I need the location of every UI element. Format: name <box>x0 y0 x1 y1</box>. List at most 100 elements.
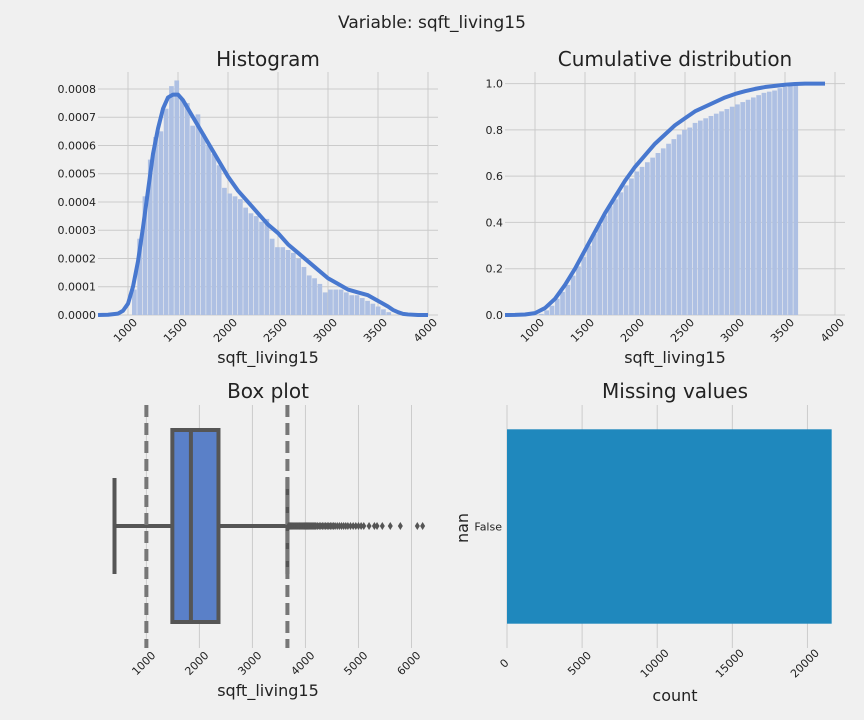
histogram-bar <box>381 309 386 315</box>
cumulative-bar <box>751 97 756 315</box>
cumulative-bar <box>560 291 565 315</box>
histogram-bar <box>296 258 301 315</box>
boxplot-box <box>170 428 221 624</box>
histogram-bar <box>132 289 137 315</box>
missing-bars <box>507 429 832 624</box>
cumulative-bar <box>698 120 703 315</box>
histogram-bar <box>211 153 217 315</box>
boxplot-outlier <box>414 522 420 530</box>
cumulative-bar <box>671 139 677 315</box>
histogram-bar <box>185 103 190 316</box>
boxplot-outlier <box>350 522 356 530</box>
cumulative-bar <box>766 91 772 316</box>
histogram-ytick-label: 0.0006 <box>58 139 97 152</box>
histogram-bar <box>338 289 344 315</box>
histogram-bar <box>275 247 280 315</box>
cumulative-bar <box>613 199 618 315</box>
boxplot-outlier <box>358 522 364 530</box>
boxplot-outlier <box>374 522 380 530</box>
histogram-bar <box>232 196 238 315</box>
histogram-ytick-label: 0.0008 <box>58 83 97 96</box>
histogram-bar <box>317 283 323 315</box>
histogram-bar <box>179 100 185 315</box>
histogram-ytick-label: 0.0002 <box>58 252 97 265</box>
cumulative-bar <box>554 298 560 315</box>
histogram-bar <box>269 238 275 315</box>
cumulative-bar <box>592 234 597 315</box>
cumulative-bar <box>713 113 719 316</box>
histogram-ytick-label: 0.0005 <box>58 168 97 181</box>
histogram-bar <box>190 125 195 316</box>
histogram-bar <box>238 199 243 315</box>
boxplot-marks <box>112 405 426 648</box>
cumulative-bar <box>719 111 724 315</box>
cumulative-ytick-label: 0.8 <box>486 124 504 137</box>
cumulative-bar <box>623 185 629 315</box>
histogram-bars <box>132 80 392 316</box>
histogram-bar <box>248 213 254 315</box>
cumulative-bar <box>708 115 714 315</box>
histogram-bar <box>147 159 153 315</box>
histogram-bar <box>375 306 381 315</box>
cumulative-bar <box>735 104 740 316</box>
cumulative-line <box>504 81 825 317</box>
histogram-title: Histogram <box>216 47 320 71</box>
histogram-bar <box>349 295 354 315</box>
histogram-bar <box>253 216 259 315</box>
cumulative-yticks: 0.0 0.2 0.4 0.6 0.8 1.0 <box>486 78 504 322</box>
histogram-ytick-label: 0.0007 <box>58 111 97 124</box>
cumulative-ytick-label: 1.0 <box>486 78 504 91</box>
histogram-bar <box>200 134 206 315</box>
cumulative-ytick-label: 0.2 <box>486 263 504 276</box>
boxplot-outlier <box>420 522 426 530</box>
histogram-bar <box>158 131 164 315</box>
cumulative-title: Cumulative distribution <box>558 47 792 71</box>
cumulative-bar <box>788 85 793 315</box>
boxplot-outlier <box>397 522 403 530</box>
histogram-bar <box>206 145 211 315</box>
histogram-bar <box>291 252 296 315</box>
cumulative-bar <box>565 284 571 315</box>
cumulative-line <box>504 81 825 317</box>
histogram-ytick-label: 0.0001 <box>58 281 97 294</box>
histogram-bar <box>280 247 286 315</box>
histogram-bar <box>344 292 349 315</box>
histogram-kde-line <box>97 92 428 317</box>
cumulative-bar <box>549 305 555 315</box>
histogram-bar <box>359 298 365 315</box>
missing-ytick-label: False <box>474 521 502 534</box>
cumulative-bar <box>634 171 640 315</box>
boxplot-outlier <box>366 522 372 530</box>
boxplot-outlier <box>355 522 361 530</box>
cumulative-bar <box>703 118 708 316</box>
cumulative-bar <box>629 178 634 315</box>
histogram-bar <box>285 250 291 315</box>
histogram-bar <box>174 80 180 315</box>
histogram-bar <box>370 303 376 315</box>
histogram-ytick-label: 0.0000 <box>58 309 97 322</box>
cumulative-ytick-label: 0.6 <box>486 170 504 183</box>
histogram-bar <box>328 289 333 315</box>
cumulative-bar <box>692 122 698 316</box>
cumulative-bar <box>745 99 751 316</box>
histogram-panel: Histogram 0.0000 0.0001 0.0002 0.0003 0.0004… <box>58 47 441 368</box>
cumulative-bar <box>666 143 671 315</box>
boxplot-outlier <box>379 522 385 530</box>
histogram-bar <box>222 187 227 315</box>
figure-suptitle: Variable: sqft_living15 <box>338 13 526 33</box>
histogram-ytick-label: 0.0004 <box>58 196 97 209</box>
histogram-bar <box>142 196 148 315</box>
cumulative-ytick-label: 0.4 <box>486 216 504 229</box>
cumulative-bar <box>645 162 650 315</box>
histogram-bar <box>322 292 328 315</box>
missing-yticks: False <box>474 521 502 534</box>
cumulative-bar <box>602 215 608 315</box>
boxplot-outlier <box>348 522 354 530</box>
histogram-bar <box>227 193 233 315</box>
cumulative-bar <box>724 109 730 316</box>
boxplot-title: Box plot <box>227 379 309 403</box>
cumulative-bar <box>576 266 581 315</box>
cumulative-bar <box>660 148 666 315</box>
boxplot-outlier <box>353 522 359 530</box>
